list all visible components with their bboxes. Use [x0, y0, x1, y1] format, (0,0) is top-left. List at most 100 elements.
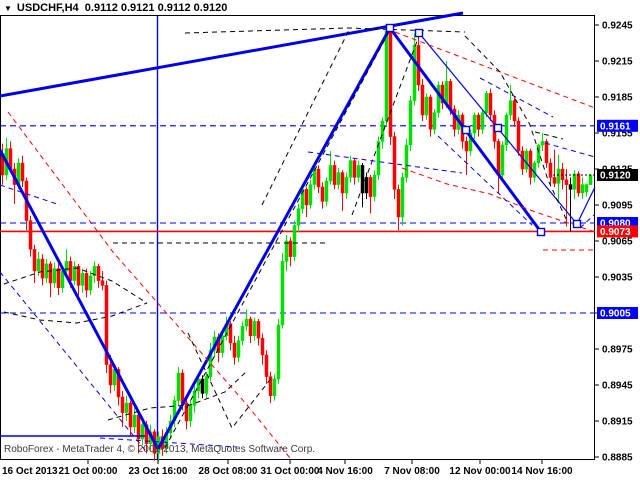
candle-body [32, 249, 37, 272]
candle-body [280, 261, 285, 326]
candle-body [388, 30, 393, 137]
construction-line-blue-27[interactable] [437, 135, 533, 226]
candle-body [432, 112, 437, 130]
candle-body [36, 258, 41, 272]
candle-body [320, 186, 325, 202]
x-axis-label[interactable]: 12 Nov 00:00 [449, 466, 511, 477]
candle-body [240, 325, 245, 341]
candle-body [424, 96, 429, 116]
x-axis-label[interactable]: 31 Oct 00:00 [261, 466, 320, 477]
candle-body [92, 265, 97, 277]
candle-body [468, 132, 473, 152]
candle-body [196, 378, 201, 392]
candle-body [292, 225, 297, 257]
candle-body [104, 285, 109, 365]
candle-body [564, 179, 569, 185]
price-tag-label: 0.9073 [600, 227, 631, 238]
candle-body [464, 141, 469, 152]
candle-body [404, 144, 409, 178]
construction-line-black-16[interactable] [164, 29, 391, 449]
candle-body [268, 376, 273, 397]
candle-body [544, 141, 549, 164]
candle-body [256, 321, 261, 339]
candle-body [568, 184, 573, 190]
candle-body [428, 96, 433, 130]
candle-body [244, 318, 249, 327]
construction-line-black-13[interactable] [3, 302, 148, 324]
construction-line-blue-25[interactable] [99, 437, 238, 448]
candle-body [384, 30, 389, 122]
candle-body [556, 168, 561, 184]
candle-body [316, 168, 321, 188]
candle-body [324, 180, 329, 202]
construction-line-blue-24[interactable] [0, 184, 61, 206]
candle-body [584, 184, 589, 193]
construction-line-blue-28[interactable] [479, 77, 554, 118]
candle-body [284, 240, 289, 262]
construction-line-blue-29[interactable] [544, 142, 596, 158]
construction-line-black-14[interactable] [107, 369, 249, 421]
x-axis-label[interactable]: 21 Oct 00:00 [59, 466, 118, 477]
y-axis-label: 0.8975 [602, 345, 633, 356]
candle-body [48, 263, 53, 284]
candle-body [532, 162, 537, 178]
x-axis-label[interactable]: 16 Oct 2013 [2, 466, 58, 477]
x-axis-label[interactable]: 7 Nov 08:00 [384, 466, 440, 477]
candle-body [72, 265, 77, 281]
candle-body [420, 84, 425, 116]
candle-body [372, 174, 377, 197]
candle-body [540, 141, 545, 146]
price-tag-label: 0.9120 [600, 171, 631, 182]
trendline-anchor-square[interactable] [536, 227, 546, 237]
construction-line-black-21[interactable] [534, 131, 564, 140]
chart-dropdown-icon[interactable]: ▼ [4, 3, 12, 13]
construction-line-black-15[interactable] [187, 332, 274, 429]
construction-line-blue-23[interactable] [0, 271, 146, 451]
candle-body [88, 275, 93, 291]
candle-body [360, 165, 365, 194]
candle-body [352, 160, 357, 178]
trend-line-blue-2[interactable] [156, 27, 392, 450]
construction-line-blue-30[interactable] [579, 213, 596, 229]
x-axis-label[interactable]: 23 Oct 16:00 [129, 466, 188, 477]
candle-body [208, 349, 213, 377]
trend-line-blue-1[interactable] [0, 149, 160, 450]
candle-body [368, 177, 373, 197]
candle-body [552, 177, 557, 184]
construction-line-blue-26[interactable] [307, 151, 463, 174]
construction-line-black-20[interactable] [464, 35, 568, 222]
x-axis-label[interactable]: 28 Oct 08:00 [199, 466, 258, 477]
candle-body [68, 261, 73, 281]
construction-line-black-12[interactable] [3, 267, 148, 304]
x-axis-label[interactable]: 4 Nov 16:00 [317, 466, 373, 477]
candle-body [484, 93, 489, 113]
construction-line-blue-5[interactable] [576, 186, 596, 225]
candle-body [304, 189, 309, 206]
candle-body [444, 81, 449, 104]
candle-body [580, 184, 585, 194]
x-axis-label[interactable]: 14 Nov 16:00 [511, 466, 573, 477]
construction-line-red-9[interactable] [401, 167, 596, 233]
candle-body [576, 173, 581, 194]
candle-body [192, 390, 197, 406]
trendline-anchor-square[interactable] [414, 28, 424, 38]
candle-body [480, 112, 485, 130]
candle-body [380, 120, 385, 142]
trendline-anchor-square[interactable] [493, 123, 503, 133]
trendline-anchor-square[interactable] [461, 125, 471, 135]
y-axis-label: 0.9155 [602, 129, 633, 140]
construction-line-black-18[interactable] [351, 35, 420, 216]
trendline-anchor-square[interactable] [385, 23, 395, 33]
candle-body [524, 150, 529, 170]
construction-line-black-19[interactable] [184, 27, 466, 34]
candle-body [308, 184, 313, 206]
construction-line-red-8[interactable] [394, 31, 596, 109]
candle-body [116, 369, 121, 398]
candle-body [500, 144, 505, 176]
price-tag-0.9120 [597, 169, 638, 181]
candle-body [188, 405, 193, 422]
trendline-anchor-square[interactable] [572, 219, 582, 229]
construction-line-black-17[interactable] [261, 27, 351, 206]
